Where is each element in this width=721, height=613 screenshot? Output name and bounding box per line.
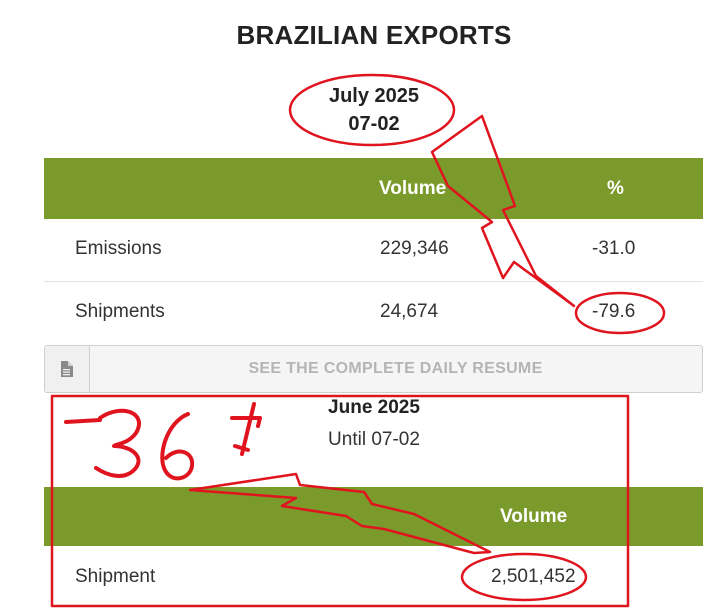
row-label: Shipment <box>75 566 156 587</box>
june-title: June 2025 <box>328 397 420 418</box>
row-percent: -31.0 <box>592 238 636 259</box>
see-daily-resume-label: SEE THE COMPLETE DAILY RESUME <box>248 360 543 377</box>
june-subtitle: Until 07-02 <box>328 429 420 450</box>
report-month: July 2025 <box>328 85 420 107</box>
row-volume: 229,346 <box>380 238 449 259</box>
table-row: Emissions 229,346 -31.0 <box>44 219 703 282</box>
column-header-volume: Volume <box>500 506 568 527</box>
table-row: Shipment 2,501,452 <box>44 546 703 608</box>
table-row: Shipments 24,674 -79.6 <box>44 282 703 340</box>
report-day: 07-02 <box>348 113 400 135</box>
page-title: BRAZILIAN EXPORTS <box>236 20 512 50</box>
row-volume: 2,501,452 <box>491 566 576 587</box>
june-table-header: Volume <box>44 487 703 546</box>
document-icon <box>45 346 90 392</box>
table-header: Volume % <box>44 158 703 219</box>
row-label: Shipments <box>75 301 165 322</box>
handwritten-percent-annotation <box>64 402 262 481</box>
column-header-percent: % <box>607 178 624 199</box>
see-daily-resume-button[interactable]: SEE THE COMPLETE DAILY RESUME <box>44 345 703 393</box>
row-percent: -79.6 <box>592 301 636 322</box>
report-date: July 2025 07-02 <box>294 82 454 138</box>
column-header-volume: Volume <box>379 178 447 199</box>
row-volume: 24,674 <box>380 301 439 322</box>
row-label: Emissions <box>75 238 162 259</box>
